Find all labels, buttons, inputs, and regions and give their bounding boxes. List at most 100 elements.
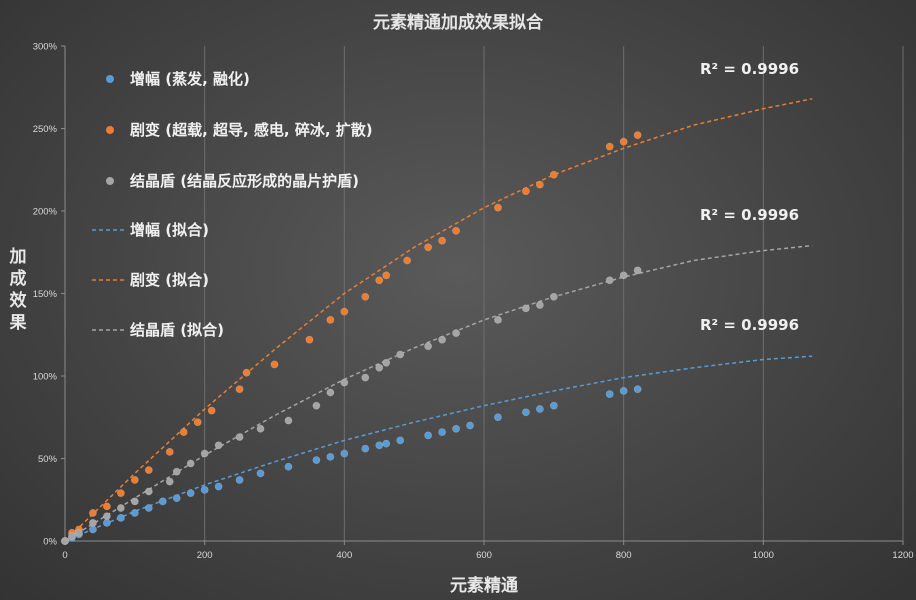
data-point xyxy=(179,428,188,436)
legend-marker xyxy=(106,177,114,185)
legend-label: 增幅 (蒸发, 融化) xyxy=(130,70,250,88)
data-point xyxy=(361,444,370,453)
data-point xyxy=(144,504,153,512)
data-point xyxy=(522,408,530,417)
data-point xyxy=(103,512,111,521)
data-point xyxy=(424,431,433,440)
data-point xyxy=(207,406,216,415)
r-squared-label: R² = 0.9996 xyxy=(700,60,799,78)
data-point xyxy=(103,502,111,511)
legend-label: 剧变 (超载, 超导, 感电, 碎冰, 扩散) xyxy=(130,121,373,139)
data-point xyxy=(326,452,335,461)
data-point xyxy=(424,342,433,351)
data-point xyxy=(68,532,76,540)
y-tick-label: 50% xyxy=(38,454,58,465)
data-point xyxy=(61,537,69,545)
y-axis-title-char: 果 xyxy=(10,313,27,333)
gridlines xyxy=(204,46,904,541)
x-tick-label: 800 xyxy=(616,550,632,561)
data-point xyxy=(235,433,244,441)
legend-label: 剧变 (拟合) xyxy=(130,271,209,289)
data-point xyxy=(549,170,558,179)
data-point xyxy=(172,494,181,502)
data-point xyxy=(89,518,97,527)
x-tick-label: 400 xyxy=(336,550,352,561)
y-tick-label: 150% xyxy=(33,289,58,300)
data-point xyxy=(619,386,628,395)
data-point xyxy=(270,360,279,369)
data-point xyxy=(200,485,209,494)
data-point xyxy=(452,424,460,433)
data-point xyxy=(361,292,370,301)
data-point xyxy=(256,469,265,478)
data-point xyxy=(158,497,167,506)
data-point xyxy=(312,456,321,465)
data-point xyxy=(130,509,139,517)
data-point xyxy=(116,514,125,522)
data-point xyxy=(494,413,502,422)
data-point xyxy=(284,462,293,471)
y-tick-label: 300% xyxy=(33,42,58,53)
data-point xyxy=(375,441,384,450)
data-point xyxy=(340,378,349,387)
data-point xyxy=(235,476,244,484)
chart-title: 元素精通加成效果拟合 xyxy=(373,12,544,33)
data-point xyxy=(549,401,558,410)
data-point xyxy=(193,418,202,427)
data-point xyxy=(89,509,97,517)
data-point xyxy=(116,489,125,498)
data-point xyxy=(605,390,614,399)
r-squared-label: R² = 0.9996 xyxy=(700,206,799,224)
data-point xyxy=(522,304,530,313)
data-point xyxy=(116,504,125,512)
data-point xyxy=(452,226,460,235)
data-point xyxy=(549,292,558,301)
data-point xyxy=(452,329,460,337)
data-point xyxy=(165,447,174,456)
data-point xyxy=(103,518,111,527)
data-point xyxy=(144,466,153,474)
data-point xyxy=(522,187,530,196)
data-point xyxy=(466,421,474,430)
data-point xyxy=(535,180,544,189)
data-point xyxy=(375,276,384,285)
data-point xyxy=(633,131,642,139)
r-squared-labels: R² = 0.9996 R² = 0.9996 R² = 0.9996 xyxy=(700,60,799,334)
data-point xyxy=(382,439,391,448)
data-point xyxy=(186,459,195,468)
data-point xyxy=(130,476,139,484)
data-point xyxy=(235,385,244,394)
data-point xyxy=(605,276,614,285)
x-tick-label: 1000 xyxy=(753,550,774,561)
y-tick-label: 100% xyxy=(33,372,58,383)
legend-label: 结晶盾 (拟合) xyxy=(130,321,224,339)
y-axis-title-char: 成 xyxy=(10,268,27,289)
data-point xyxy=(305,335,314,344)
x-axis-title: 元素精通 xyxy=(450,575,518,596)
fit-line xyxy=(64,355,813,542)
y-axis-title-char: 加 xyxy=(9,247,27,267)
data-point xyxy=(438,428,446,436)
legend-marker xyxy=(106,75,114,83)
data-point xyxy=(165,477,174,486)
data-point xyxy=(535,301,544,309)
data-point xyxy=(284,416,293,425)
plot-series xyxy=(61,98,813,545)
data-point xyxy=(361,373,370,382)
data-point xyxy=(256,424,265,433)
x-tick-label: 1200 xyxy=(892,550,913,561)
y-axis-title-char: 效 xyxy=(10,290,27,311)
x-tick-label: 0 xyxy=(62,550,67,561)
data-point xyxy=(494,203,502,212)
x-tick-label: 200 xyxy=(197,550,213,561)
y-tick-label: 250% xyxy=(33,124,58,135)
data-point xyxy=(438,335,446,344)
data-point xyxy=(619,137,628,146)
legend-label: 增幅 (拟合) xyxy=(130,221,209,239)
data-point xyxy=(375,363,384,372)
data-point xyxy=(605,142,614,151)
data-point xyxy=(214,441,223,450)
data-point xyxy=(403,256,412,265)
data-point xyxy=(200,449,209,458)
